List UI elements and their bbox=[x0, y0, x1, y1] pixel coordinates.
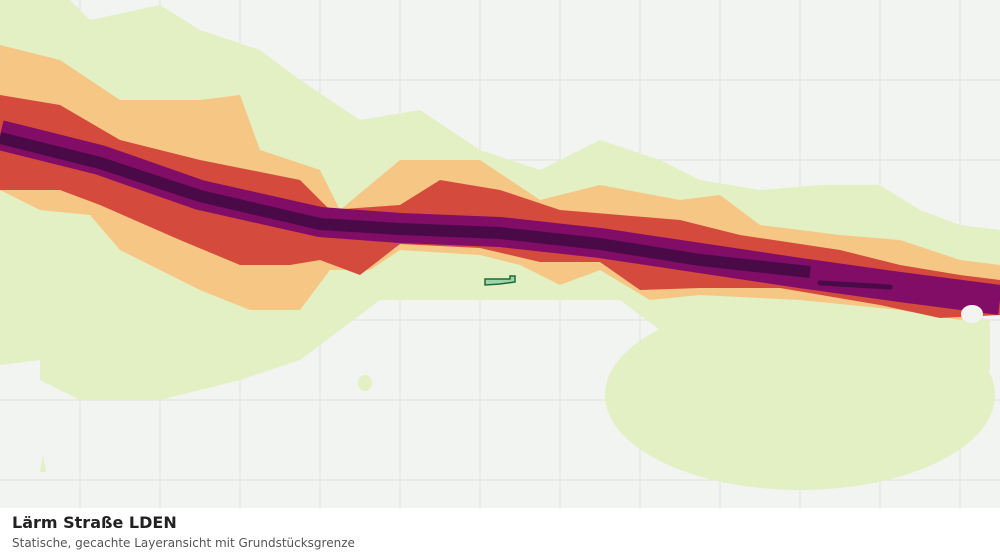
map-gap bbox=[961, 305, 983, 323]
layer-subtitle: Statische, gecachte Layeransicht mit Gru… bbox=[12, 536, 355, 550]
layer-title: Lärm Straße LDEN bbox=[12, 513, 177, 532]
map bbox=[0, 0, 1000, 508]
noise-zone-extreme bbox=[817, 280, 893, 290]
noise-zone-extreme bbox=[0, 132, 811, 278]
property-boundary bbox=[484, 275, 516, 286]
